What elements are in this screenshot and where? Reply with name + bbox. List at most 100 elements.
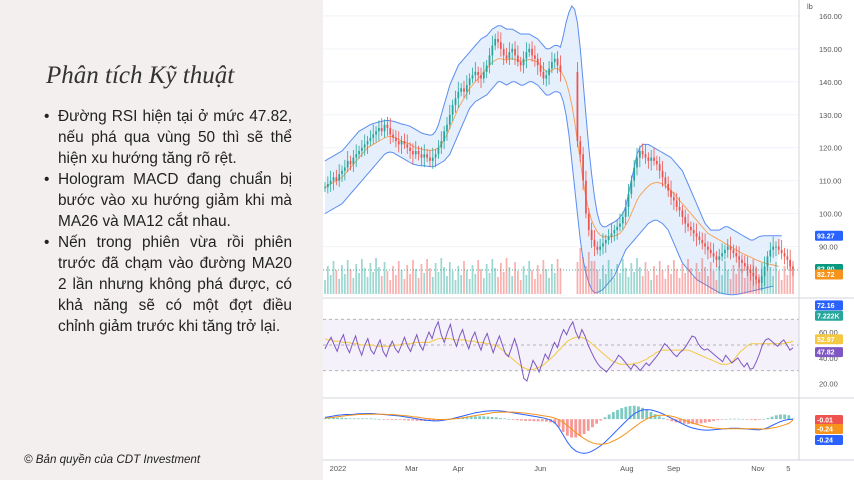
volume-bar	[698, 272, 701, 294]
volume-bar	[443, 267, 446, 294]
volume-bar	[707, 276, 709, 294]
copyright-note: © Bản quyền của CDT Investment	[24, 453, 201, 466]
macd-histogram-bar	[745, 419, 749, 420]
volume-bar	[423, 273, 426, 294]
candle-body	[375, 131, 377, 135]
x-axis-label: 5	[786, 464, 790, 473]
value-badge-text: 7.222K	[817, 313, 840, 320]
volume-bar	[326, 266, 329, 294]
macd-histogram-bar	[682, 419, 686, 424]
candle-body	[477, 71, 480, 76]
macd-histogram-bar	[666, 419, 670, 420]
macd-histogram-bar	[712, 419, 716, 421]
price-tick-label: 140.00	[819, 78, 842, 87]
macd-histogram-bar	[591, 419, 594, 428]
macd-histogram-bar	[390, 419, 394, 420]
macd-histogram-bar	[490, 417, 494, 420]
candle-body	[590, 230, 593, 240]
value-badge-bg	[815, 300, 843, 311]
volume-bar	[641, 276, 644, 294]
macd-histogram-bar	[361, 418, 365, 420]
candle-body	[769, 249, 772, 257]
candle-body	[548, 68, 550, 76]
candle-body	[582, 154, 584, 181]
volume-bar	[695, 263, 698, 294]
volume-bar	[630, 263, 633, 294]
volume-bar	[670, 274, 672, 294]
macd-histogram-bar	[753, 419, 757, 421]
candle-body	[610, 233, 613, 237]
candle-body	[627, 193, 630, 208]
value-badge-bg	[815, 230, 843, 241]
macd-histogram-bar	[540, 419, 544, 422]
volume-bar	[721, 275, 723, 294]
volume-bar	[775, 262, 777, 294]
candle-body	[465, 85, 468, 92]
volume-bar	[704, 267, 706, 294]
macd-histogram-bar	[582, 419, 586, 434]
candle-body	[474, 71, 477, 76]
candle-body	[341, 170, 343, 175]
volume-bar	[738, 260, 740, 294]
macd-histogram-bar	[494, 417, 498, 420]
macd-histogram-bar	[545, 419, 548, 422]
volume-bar	[661, 270, 664, 294]
macd-indicator	[323, 405, 795, 454]
volume-bar	[556, 259, 559, 294]
candle-body	[579, 141, 582, 155]
volume-bar	[644, 262, 647, 294]
volume-bar	[749, 273, 752, 294]
volume-bar	[372, 272, 375, 294]
macd-histogram-bar	[394, 419, 398, 420]
volume-bar	[741, 269, 743, 294]
volume-bar	[780, 280, 783, 294]
volume-bar	[746, 264, 749, 294]
macd-histogram-bar	[336, 417, 339, 420]
volume-bar	[446, 276, 448, 294]
volume-bar	[420, 264, 423, 294]
candle-body	[743, 263, 746, 267]
volume-bar	[647, 271, 650, 294]
volume-bar	[607, 260, 610, 294]
candle-body	[349, 160, 352, 165]
volume-bar	[553, 273, 556, 294]
macd-histogram-bar	[469, 416, 473, 420]
price-tick-label: 120.00	[819, 144, 842, 153]
volume-bar	[375, 258, 377, 294]
text-panel: Phân tích Kỹ thuật • Đường RSI hiện tại ở…	[0, 0, 323, 480]
x-axis-label: Sep	[667, 464, 680, 473]
panel-separators	[323, 0, 854, 461]
candle-body	[607, 236, 610, 240]
candle-body	[724, 249, 726, 254]
candle-body	[360, 147, 363, 151]
volume-bar	[724, 261, 726, 294]
volume-bar	[690, 268, 692, 294]
candle-body	[412, 151, 414, 155]
candle-body	[378, 127, 380, 132]
volume-bar	[378, 267, 380, 294]
macd-histogram-bar	[331, 417, 335, 420]
macd-histogram-bar	[607, 414, 611, 420]
macd-histogram-bar	[574, 419, 578, 438]
macd-histogram-bar	[703, 419, 707, 423]
candle-body	[468, 78, 471, 86]
macd-histogram-bar	[758, 419, 761, 420]
macd-histogram-bar	[565, 419, 569, 436]
volume-bar	[636, 258, 638, 294]
macd-histogram-bar	[774, 415, 778, 420]
candle-body	[420, 154, 423, 158]
bollinger-band-fill	[325, 6, 782, 295]
volume-bar	[343, 274, 346, 294]
volume-bar	[536, 265, 539, 294]
volume-bar	[709, 262, 712, 294]
macd-histogram-bar	[657, 416, 661, 420]
macd-histogram-bar	[791, 418, 795, 420]
value-badge-bg	[815, 415, 843, 425]
volume-bar	[440, 258, 443, 294]
volume-bar	[718, 266, 721, 294]
candle-body	[777, 246, 780, 250]
candle-body	[499, 42, 502, 49]
volume-bar	[329, 275, 332, 294]
volume-bar	[525, 275, 528, 294]
macd-histogram-bar	[749, 419, 753, 420]
